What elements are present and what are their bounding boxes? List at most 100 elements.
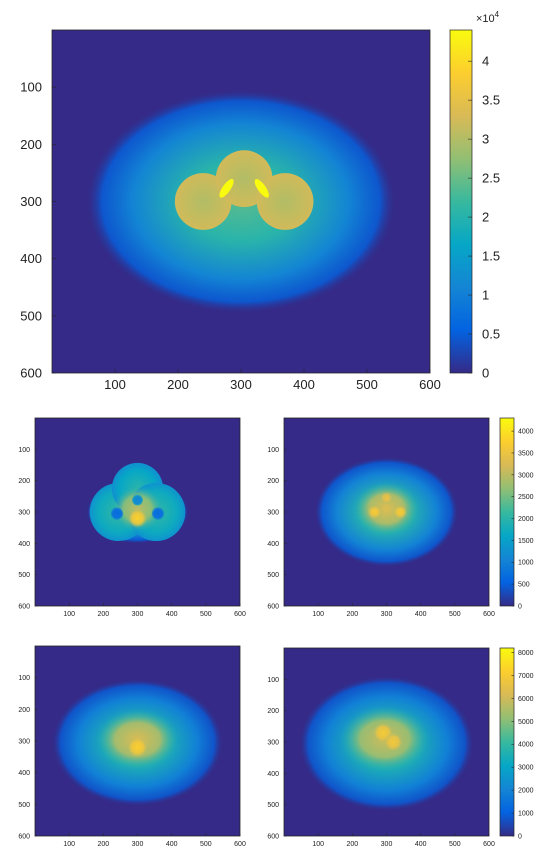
intensity-hotspot bbox=[393, 505, 407, 519]
colorbar-tick-label: 2.5 bbox=[482, 171, 500, 186]
colorbar: 0 500 1000 1500 2000 2500 3000 3500 4000 bbox=[499, 417, 534, 610]
colorbar-tick-label: 2 bbox=[482, 210, 489, 225]
intensity-hole bbox=[132, 494, 143, 506]
y-tick-label: 600 bbox=[20, 366, 42, 381]
colorbar-gradient bbox=[499, 647, 515, 837]
y-tick-label: 500 bbox=[18, 572, 30, 579]
intensity-hotspot bbox=[383, 732, 403, 752]
y-tick-label: 600 bbox=[18, 603, 30, 610]
y-tick-label: 300 bbox=[267, 509, 279, 516]
colorbar-tick-label: 0 bbox=[482, 366, 489, 381]
y-tick-label: 200 bbox=[267, 708, 279, 715]
intensity-hole bbox=[110, 507, 124, 520]
y-tick-label: 400 bbox=[18, 541, 30, 548]
x-tick-label: 600 bbox=[483, 611, 495, 618]
y-tick-label: 600 bbox=[267, 603, 279, 610]
colorbar-tick-label: 3000 bbox=[518, 765, 534, 772]
y-tick-label: 500 bbox=[20, 308, 42, 323]
intensity-hotspot bbox=[127, 508, 148, 528]
y-tick-label: 500 bbox=[267, 802, 279, 809]
heatmap-panel-bottom-left: 100 200 300 400 500 600 100 200 300 400 500 600 bbox=[18, 645, 246, 848]
heatmap-image bbox=[284, 648, 489, 836]
colorbar: 0 0.5 1 1.5 2 2.5 3 3.5 4 ×104 bbox=[449, 10, 500, 381]
y-tick-label: 100 bbox=[267, 447, 279, 454]
y-tick-label: 300 bbox=[267, 739, 279, 746]
x-tick-label: 300 bbox=[230, 377, 252, 392]
x-tick-label: 100 bbox=[312, 611, 324, 618]
x-tick-label: 500 bbox=[449, 841, 461, 848]
y-tick-label: 600 bbox=[267, 833, 279, 840]
x-tick-label: 600 bbox=[419, 377, 441, 392]
y-tick-label: 400 bbox=[18, 770, 30, 777]
colorbar-tick-label: 0 bbox=[518, 833, 522, 840]
x-tick-label: 300 bbox=[381, 611, 393, 618]
x-tick-label: 500 bbox=[200, 841, 212, 848]
heatmap-image bbox=[52, 30, 430, 373]
overlap-highlight bbox=[219, 179, 234, 198]
x-tick-label: 100 bbox=[104, 377, 126, 392]
x-tick-label: 500 bbox=[449, 611, 461, 618]
y-tick-label: 100 bbox=[20, 80, 42, 95]
x-tick-label: 500 bbox=[200, 611, 212, 618]
y-tick-label: 500 bbox=[267, 572, 279, 579]
colorbar-tick-label: 1 bbox=[482, 288, 489, 303]
y-tick-label: 600 bbox=[18, 833, 30, 840]
x-tick-label: 400 bbox=[166, 611, 178, 618]
colorbar-tick-label: 7000 bbox=[518, 673, 534, 680]
colorbar: 0 1000 2000 3000 4000 5000 6000 7000 8000 bbox=[499, 647, 534, 840]
y-tick-label: 400 bbox=[267, 541, 279, 548]
x-tick-label: 400 bbox=[293, 377, 315, 392]
x-tick-label: 200 bbox=[97, 841, 109, 848]
x-tick-label: 600 bbox=[483, 841, 495, 848]
colorbar-tick-label: 2000 bbox=[518, 788, 534, 795]
x-tick-label: 300 bbox=[381, 841, 393, 848]
colorbar-tick-label: 2000 bbox=[518, 516, 534, 523]
colorbar-gradient bbox=[449, 29, 473, 374]
intensity-hotspot bbox=[380, 491, 393, 505]
y-tick-label: 100 bbox=[267, 677, 279, 684]
heatmap-image bbox=[35, 418, 240, 606]
heatmap-image bbox=[35, 646, 240, 836]
heatmap-panel-mid-left: 100 200 300 400 500 600 100 200 300 400 500 600 bbox=[18, 417, 246, 618]
y-tick-label: 100 bbox=[18, 447, 30, 454]
colorbar-tick-label: 6000 bbox=[518, 696, 534, 703]
y-tick-label: 300 bbox=[18, 738, 30, 745]
colorbar-tick-label: 8000 bbox=[518, 650, 534, 657]
x-tick-label: 100 bbox=[63, 611, 75, 618]
x-tick-label: 300 bbox=[132, 841, 144, 848]
y-tick-label: 200 bbox=[267, 478, 279, 485]
y-tick-label: 200 bbox=[18, 478, 30, 485]
x-tick-label: 500 bbox=[356, 377, 378, 392]
colorbar-tick-label: 3000 bbox=[518, 472, 534, 479]
x-tick-label: 100 bbox=[312, 841, 324, 848]
x-tick-label: 300 bbox=[132, 611, 144, 618]
colorbar-tick-label: 4000 bbox=[518, 742, 534, 749]
colorbar-tick-label: 500 bbox=[518, 582, 530, 589]
y-tick-label: 100 bbox=[18, 675, 30, 682]
x-tick-label: 400 bbox=[415, 841, 427, 848]
colorbar-tick-label: 4 bbox=[482, 54, 489, 69]
colorbar-tick-label: 1500 bbox=[518, 538, 534, 545]
y-tick-label: 300 bbox=[18, 509, 30, 516]
heatmap-image bbox=[284, 418, 489, 606]
colorbar-tick-label: 3 bbox=[482, 132, 489, 147]
colorbar-tick-label: 0.5 bbox=[482, 327, 500, 342]
x-tick-label: 200 bbox=[167, 377, 189, 392]
colorbar-tick-label: 5000 bbox=[518, 719, 534, 726]
y-tick-label: 200 bbox=[20, 137, 42, 152]
x-tick-label: 400 bbox=[166, 841, 178, 848]
x-tick-label: 600 bbox=[234, 611, 246, 618]
intensity-core bbox=[354, 482, 419, 536]
y-tick-label: 400 bbox=[20, 251, 42, 266]
overlap-highlight bbox=[254, 179, 269, 198]
x-tick-label: 200 bbox=[346, 841, 358, 848]
colorbar-tick-label: 1000 bbox=[518, 560, 534, 567]
heatmap-panel-top: 100 200 300 400 500 600 100 200 300 400 500 600 0 0.5… bbox=[20, 10, 500, 392]
y-tick-label: 300 bbox=[20, 194, 42, 209]
heatmap-panel-mid-right: 100 200 300 400 500 600 100 200 300 400 500 600 0 500… bbox=[267, 417, 534, 618]
colorbar-tick-label: 4000 bbox=[518, 429, 534, 436]
colorbar-tick-label: 1.5 bbox=[482, 249, 500, 264]
intensity-disk bbox=[256, 173, 314, 230]
